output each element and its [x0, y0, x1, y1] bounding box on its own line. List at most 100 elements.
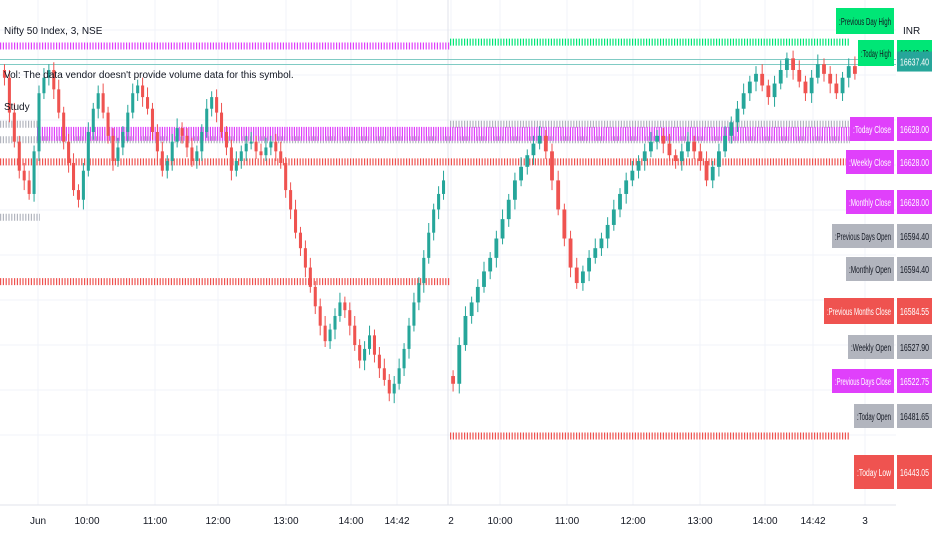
current-price-tag	[897, 51, 932, 72]
level-tag	[850, 117, 894, 141]
candle-body	[407, 325, 411, 349]
candle-body	[303, 248, 307, 268]
grid	[0, 0, 896, 505]
candle-body	[754, 73, 758, 82]
candle-body	[234, 161, 238, 171]
candle-body	[778, 69, 783, 84]
candle-body	[180, 128, 184, 136]
candle-body	[372, 335, 376, 355]
time-tick-label: 14:42	[800, 516, 825, 527]
candle-body	[642, 151, 647, 162]
price-tag-value: 16443.05	[900, 468, 929, 479]
candle-body	[353, 325, 357, 346]
candle-body	[57, 89, 61, 113]
candle-body	[704, 161, 709, 181]
candle-body	[525, 155, 530, 167]
candle-body	[698, 151, 703, 162]
candle-body	[210, 97, 214, 109]
candle-body	[531, 143, 536, 156]
candle-body	[500, 219, 505, 239]
level-tag	[846, 150, 894, 174]
candle-body	[846, 66, 851, 78]
candle-body	[318, 306, 322, 326]
level-tag	[832, 224, 894, 248]
candle-body	[427, 232, 431, 258]
candle-body	[747, 81, 752, 94]
candle-body	[679, 151, 684, 162]
candle-body	[106, 112, 110, 136]
symbol-title[interactable]: Nifty 50 Index, 3, NSE	[4, 26, 103, 37]
candle-body	[308, 267, 312, 287]
candle-body	[12, 112, 16, 142]
candle-body	[86, 131, 90, 171]
candle-body	[17, 141, 21, 171]
time-tick-label: 11:00	[143, 516, 168, 527]
candle-body	[692, 141, 697, 152]
candle-body	[7, 77, 11, 113]
candle-body	[772, 83, 777, 98]
candle-body	[815, 64, 820, 78]
candle-body	[279, 151, 283, 163]
candle-body	[338, 302, 342, 316]
candle-body	[667, 143, 672, 156]
candle-body	[710, 166, 715, 181]
candle-body	[47, 69, 51, 78]
candle-body	[42, 77, 46, 94]
candle-body	[185, 135, 189, 148]
level-tag-label: :Monthly Close	[849, 198, 891, 209]
candle-body	[195, 151, 199, 162]
candle-body	[562, 209, 567, 239]
candle-body	[358, 345, 362, 361]
candle-body	[568, 238, 573, 268]
price-tag	[897, 455, 932, 489]
candle-body	[190, 147, 194, 162]
candle-body	[417, 283, 421, 303]
candle-body	[67, 141, 71, 163]
price-tag	[897, 369, 932, 393]
candle-body	[630, 170, 635, 181]
level-tag	[846, 190, 894, 214]
candle-body	[766, 85, 771, 98]
level-tag	[854, 404, 894, 428]
candle-body	[723, 135, 728, 152]
level-tag-label: :Today Open	[857, 412, 891, 423]
level-tag-label: :Today High	[861, 49, 891, 60]
candle-body	[141, 85, 145, 98]
time-tick-label: 10:00	[74, 516, 99, 527]
study-label[interactable]: Study	[4, 102, 30, 113]
level-tag-label: :Today Close	[853, 125, 891, 136]
candle-body	[655, 135, 660, 142]
price-tag-value: 16594.40	[900, 232, 929, 243]
candle-body	[519, 166, 524, 181]
candle-body	[81, 170, 85, 200]
candle-body	[512, 180, 517, 200]
time-tick-label: Jun	[30, 516, 46, 527]
candle-body	[735, 108, 740, 123]
candle-body	[333, 315, 337, 330]
candle-body	[618, 193, 622, 210]
price-tag-value: 16522.75	[900, 377, 929, 388]
candle-body	[96, 93, 100, 109]
candle-body	[397, 368, 401, 384]
candle-body	[215, 97, 219, 113]
candle-body	[76, 190, 80, 200]
candle-body	[165, 161, 169, 171]
candle-body	[264, 147, 268, 156]
candle-body	[131, 93, 135, 113]
candle-body	[599, 238, 604, 249]
price-tag	[897, 404, 932, 428]
candle-body	[822, 64, 826, 74]
level-tag	[836, 8, 894, 34]
candle-body	[729, 122, 734, 136]
price-tag-value: 16481.65	[900, 412, 929, 423]
candle-body	[259, 151, 263, 156]
candle-body	[32, 151, 36, 194]
candle-body	[244, 143, 248, 152]
candle-body	[377, 354, 381, 369]
candle-body	[556, 180, 561, 210]
candle-body	[593, 248, 598, 258]
candle-body	[239, 151, 243, 162]
level-tag-label: :Previous Days Close	[835, 377, 891, 388]
candle-body	[741, 93, 746, 109]
